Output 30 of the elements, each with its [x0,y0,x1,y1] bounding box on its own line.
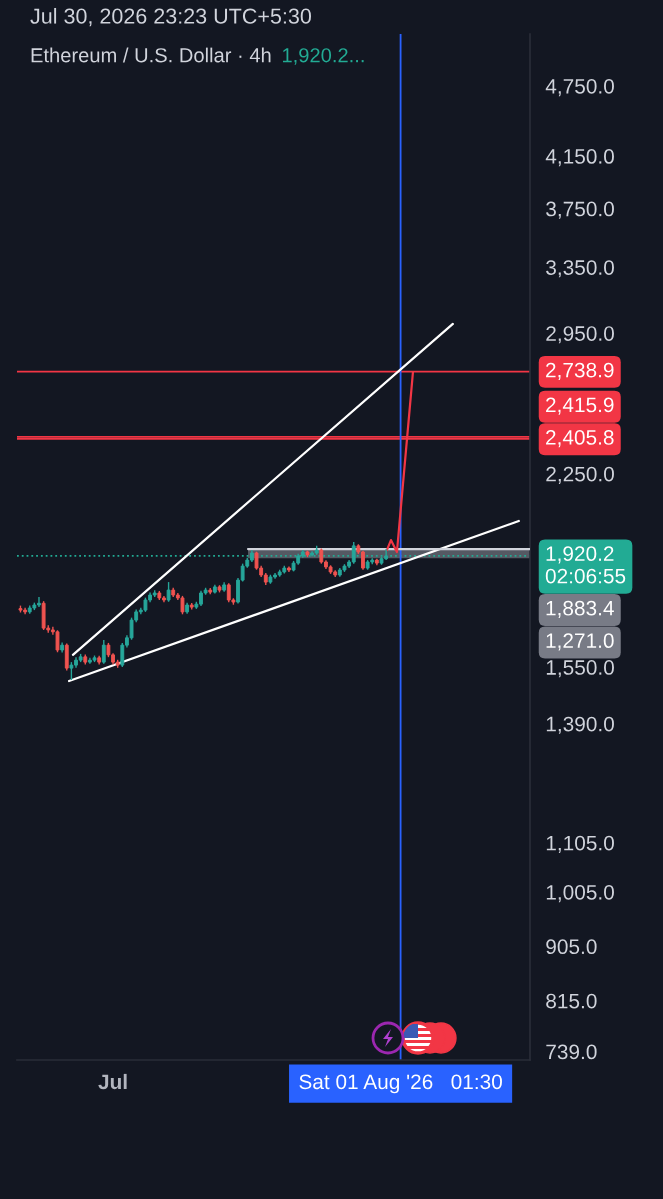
text: 1,271.0 [546,633,614,651]
candlestick [55,629,60,653]
chart-title: Jul 30, 2026 23:23 UTC+5:30 [30,7,312,27]
candlestick [180,595,185,616]
ref-line-label: 1,920.2 02:06:55 [545,546,626,584]
y-tick-label: 2,950.0 [546,326,614,344]
y-tick-label: 4,150.0 [545,149,614,167]
candlestick [226,582,231,604]
ref-line-label: 2,738.9 [546,362,614,380]
y-tick-label: 1,005.0 [546,884,614,903]
y-tick-label: 4,750.0 [545,78,614,97]
text: Ethereum / U.S. Dollar · 4h [31,47,271,63]
y-tick-label: 3,750.0 [546,201,614,219]
ref-line-label: 2,405.8 [546,430,614,448]
text: 1,883.4 [546,600,614,618]
x-tick-label: Jul [98,1073,127,1090]
y-tick-label: 3,350.0 [546,260,614,278]
candlestick [64,642,69,672]
y-tick-label: 905.0 [546,939,597,955]
y-tick-label: 2,250.0 [546,466,614,484]
annotation: 1,920.2... [283,48,364,65]
y-tick-label: 1,105.0 [546,835,614,853]
legend-label: 2,415.9 [546,397,614,415]
candlestick [101,639,106,665]
y-tick-label: 739.0 [546,1044,597,1060]
y-tick-label: 1,390.0 [546,716,614,734]
candlestick [166,581,171,603]
y-tick-label: 815.0 [546,993,597,1009]
y-tick-label: 1,550.0 [546,660,614,678]
x-tick-label: Sat 01 Aug '26 01:30 [299,1074,502,1094]
